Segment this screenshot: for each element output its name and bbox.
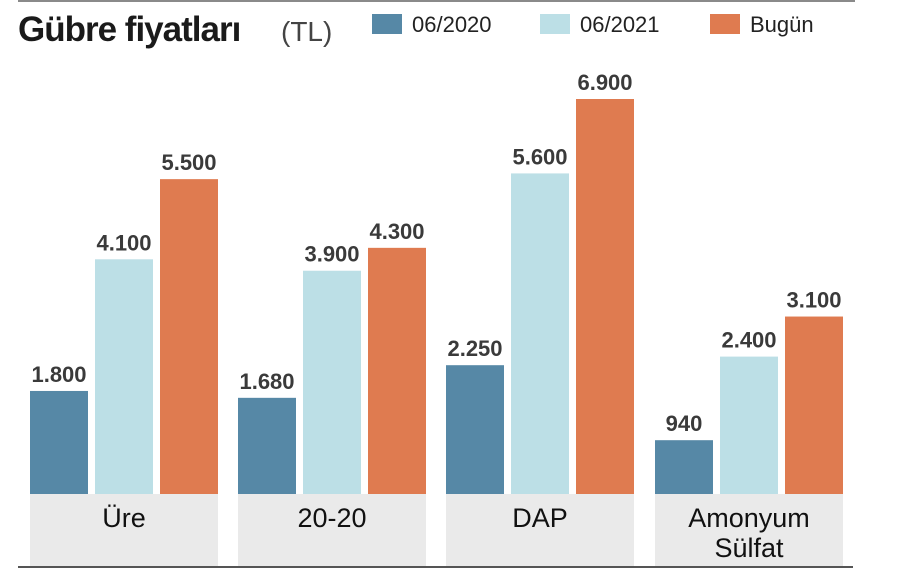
bar-2021-3 <box>511 173 569 494</box>
bar-bugun-1 <box>160 179 218 494</box>
value-label-2021-4: 2.400 <box>721 328 776 353</box>
value-label-2021-1: 4.100 <box>96 230 151 255</box>
value-label-bugun-3: 6.900 <box>577 70 632 95</box>
category-band-2 <box>238 494 426 566</box>
bar-bugun-2 <box>368 247 426 494</box>
bar-2020-1 <box>30 390 88 494</box>
bar-bugun-3 <box>576 99 634 494</box>
value-label-2020-4: 940 <box>666 411 703 436</box>
legend-swatch-2021 <box>540 14 570 34</box>
legend-swatch-today <box>710 14 740 34</box>
category-label-amonyum-sulfat: Amonyum Sülfat <box>688 503 810 563</box>
bar-2020-3 <box>446 365 504 494</box>
chart-title: Gübre fiyatları <box>18 10 241 49</box>
value-label-2020-3: 2.250 <box>447 336 502 361</box>
category-band-3 <box>446 494 634 566</box>
bar-2021-2 <box>303 270 361 494</box>
bottom-rule <box>18 566 853 568</box>
value-label-2021-2: 3.900 <box>304 242 359 267</box>
legend-label-2020: 06/2020 <box>412 12 492 37</box>
chart-unit: (TL) <box>281 16 333 47</box>
category-label-dap: DAP <box>512 503 568 533</box>
bar-bugun-4 <box>785 316 843 494</box>
legend-swatch-2020 <box>372 14 402 34</box>
legend-label-2021: 06/2021 <box>580 12 660 37</box>
value-label-bugun-1: 5.500 <box>161 150 216 175</box>
value-label-2021-3: 5.600 <box>512 144 567 169</box>
value-label-2020-1: 1.800 <box>31 362 86 387</box>
bar-2021-1 <box>95 259 153 494</box>
category-band-4 <box>655 494 843 566</box>
top-rule <box>18 0 855 2</box>
category-band-1 <box>30 494 218 566</box>
legend-label-today: Bugün <box>750 12 814 37</box>
value-label-bugun-2: 4.300 <box>369 219 424 244</box>
value-label-bugun-4: 3.100 <box>786 288 841 313</box>
bar-2020-4 <box>655 440 713 494</box>
bar-2020-2 <box>238 397 296 494</box>
category-label-ure: Üre <box>102 503 146 533</box>
category-label-20-20: 20-20 <box>297 503 367 533</box>
bar-2021-4 <box>720 356 778 494</box>
value-label-2020-2: 1.680 <box>239 369 294 394</box>
